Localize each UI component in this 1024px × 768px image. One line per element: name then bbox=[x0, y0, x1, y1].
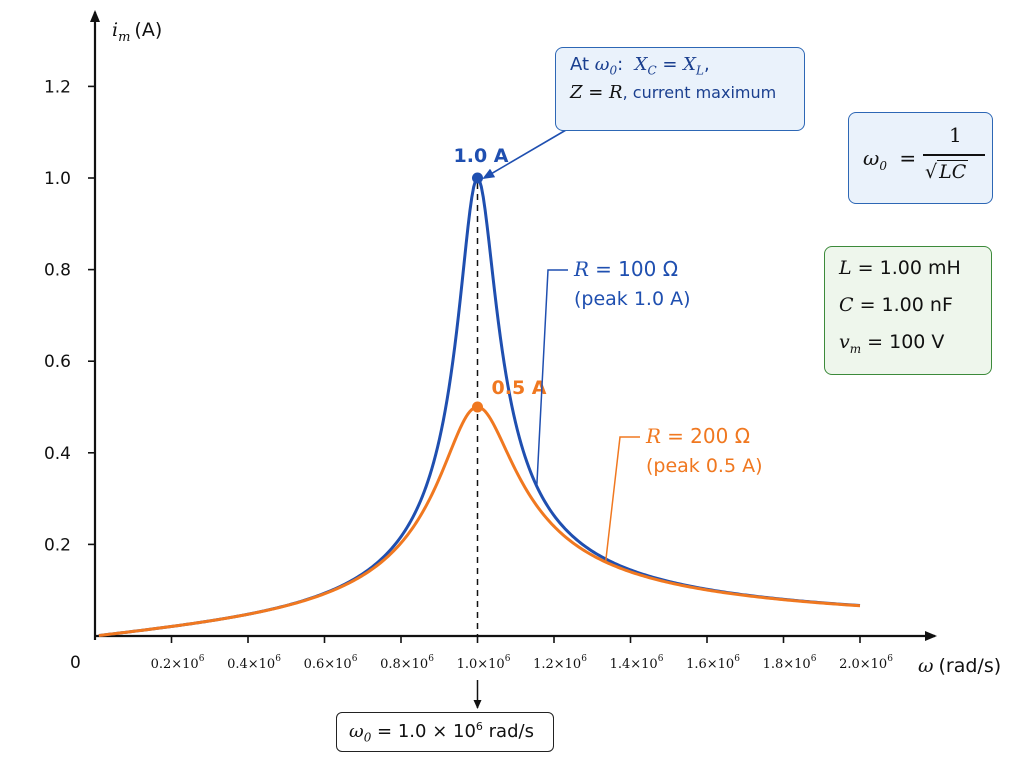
y-tick-label: 0.8 bbox=[44, 261, 71, 281]
formula-lhs: ω0 = bbox=[863, 146, 917, 173]
y-tick-label: 1.2 bbox=[44, 77, 71, 97]
series-r100-label: R = 100 Ω bbox=[573, 257, 678, 281]
x-axis-label: ω (rad/s) bbox=[918, 655, 1001, 677]
x-tick-label: 0.6×106 bbox=[304, 654, 358, 672]
x-tick-label: 0.2×106 bbox=[151, 654, 205, 672]
y-tick-label: 1.0 bbox=[44, 169, 71, 189]
x-tick-label: 1.4×106 bbox=[610, 654, 664, 672]
y-tick-label: 0.6 bbox=[44, 352, 71, 372]
y-tick-label: 0.4 bbox=[44, 444, 71, 464]
param-voltage: vm = 100 V bbox=[839, 331, 945, 356]
parameters-box: L = 1.00 mH C = 1.00 nF vm = 100 V bbox=[824, 246, 992, 375]
x-tick-label: 1.2×106 bbox=[533, 654, 587, 672]
resonance-callout-box: At ω0: XC = XL, Z = R, current maximum bbox=[555, 47, 805, 131]
y-axis-label: im (A) bbox=[112, 19, 162, 45]
resonance-formula-box: ω0 = 1 √ LC bbox=[848, 112, 993, 204]
x-tick-label: 1.8×106 bbox=[763, 654, 817, 672]
series-r100-leader bbox=[536, 269, 568, 487]
resonance-frequency-box: ω0 = 1.0 × 106 rad/s bbox=[336, 712, 554, 752]
x-tick-label: 0.4×106 bbox=[227, 654, 281, 672]
series-r100-label-sub: (peak 1.0 A) bbox=[574, 288, 691, 310]
sqrt-icon: √ bbox=[925, 161, 938, 183]
callout-line-2: Z = R, current maximum bbox=[570, 81, 777, 103]
y-tick-label: 0.2 bbox=[44, 535, 71, 555]
param-capacitance: C = 1.00 nF bbox=[839, 294, 953, 316]
series-r200-leader bbox=[604, 436, 640, 563]
series-r200-peak-point bbox=[472, 401, 483, 413]
x-tick-label: 1.6×106 bbox=[686, 654, 740, 672]
callout-arrow bbox=[482, 129, 567, 180]
origin-label: 0 bbox=[70, 653, 81, 673]
formula-numerator: 1 bbox=[949, 123, 962, 147]
series-r200-label: R = 200 Ω bbox=[645, 424, 750, 448]
series-r200-label-sub: (peak 0.5 A) bbox=[646, 455, 763, 477]
series-r100-peak-label: 1.0 A bbox=[454, 145, 509, 167]
x-tick-label: 2.0×106 bbox=[839, 654, 893, 672]
x-tick-label: 1.0×106 bbox=[457, 654, 511, 672]
x-tick-label: 0.8×106 bbox=[380, 654, 434, 672]
formula-denominator: √ LC bbox=[925, 160, 969, 183]
param-inductance: L = 1.00 mH bbox=[839, 257, 961, 279]
series-r200-peak-label: 0.5 A bbox=[492, 377, 547, 399]
series-r100-peak-point bbox=[472, 172, 483, 184]
formula-fraction-bar bbox=[923, 154, 985, 156]
callout-line-1: At ω0: XC = XL, bbox=[570, 54, 710, 78]
